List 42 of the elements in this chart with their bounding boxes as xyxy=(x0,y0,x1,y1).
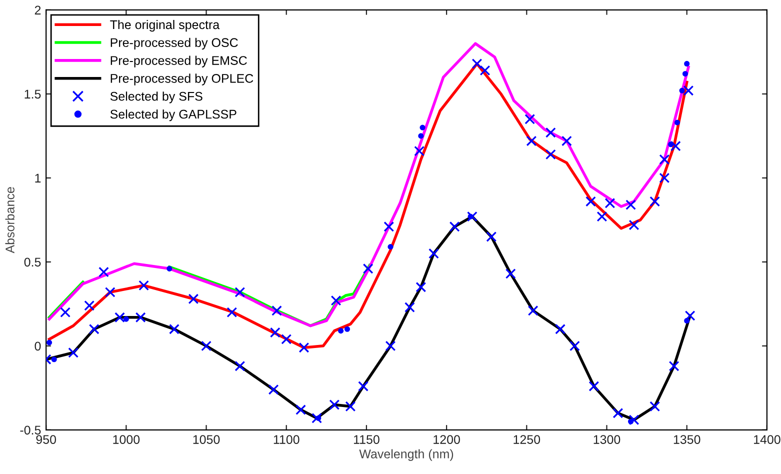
point xyxy=(166,266,172,272)
point xyxy=(46,340,52,346)
legend-label: Pre-processed by OPLEC xyxy=(110,74,254,86)
x-tick-label: 1200 xyxy=(434,435,460,444)
point xyxy=(420,124,426,130)
point xyxy=(668,142,674,148)
point xyxy=(679,88,685,94)
point xyxy=(418,133,424,139)
point xyxy=(316,415,322,421)
legend-label: Pre-processed by EMSC xyxy=(110,56,247,68)
y-tick-label: -0.5 xyxy=(20,426,41,435)
x-tick-label: 1000 xyxy=(113,435,140,444)
x-tick-label: 1150 xyxy=(354,435,380,444)
point xyxy=(123,316,129,322)
point xyxy=(344,326,350,332)
x-tick-label: 1100 xyxy=(274,435,300,444)
point xyxy=(682,70,688,77)
legend-label: Selected by GAPLSSP xyxy=(110,109,236,122)
y-tick-label: 2 xyxy=(34,6,41,14)
x-tick-label: 1350 xyxy=(674,435,700,444)
x-tick-label: 1050 xyxy=(193,435,220,444)
y-tick-label: 0 xyxy=(34,342,41,351)
legend-label: Selected by SFS xyxy=(110,92,202,104)
x-tick-label: 950 xyxy=(36,435,56,444)
point xyxy=(674,120,680,126)
point xyxy=(684,318,690,324)
x-tick-label: 1400 xyxy=(754,435,780,444)
x-axis-title: Wavelength (nm) xyxy=(359,449,454,461)
point xyxy=(468,214,474,220)
legend-label: Pre-processed by OSC xyxy=(110,38,238,50)
point xyxy=(684,60,690,67)
point xyxy=(51,356,57,362)
legend-label: The original spectra xyxy=(110,20,220,32)
point xyxy=(338,328,344,334)
y-tick-label: 0.5 xyxy=(24,258,41,267)
x-tick-label: 1250 xyxy=(514,435,540,444)
y-tick-label: 1 xyxy=(35,174,41,182)
y-axis-title: Absorbance xyxy=(5,187,14,254)
point xyxy=(628,418,634,424)
x-tick-label: 1300 xyxy=(594,435,620,444)
y-tick-label: 1.5 xyxy=(24,90,41,99)
point xyxy=(388,244,394,250)
